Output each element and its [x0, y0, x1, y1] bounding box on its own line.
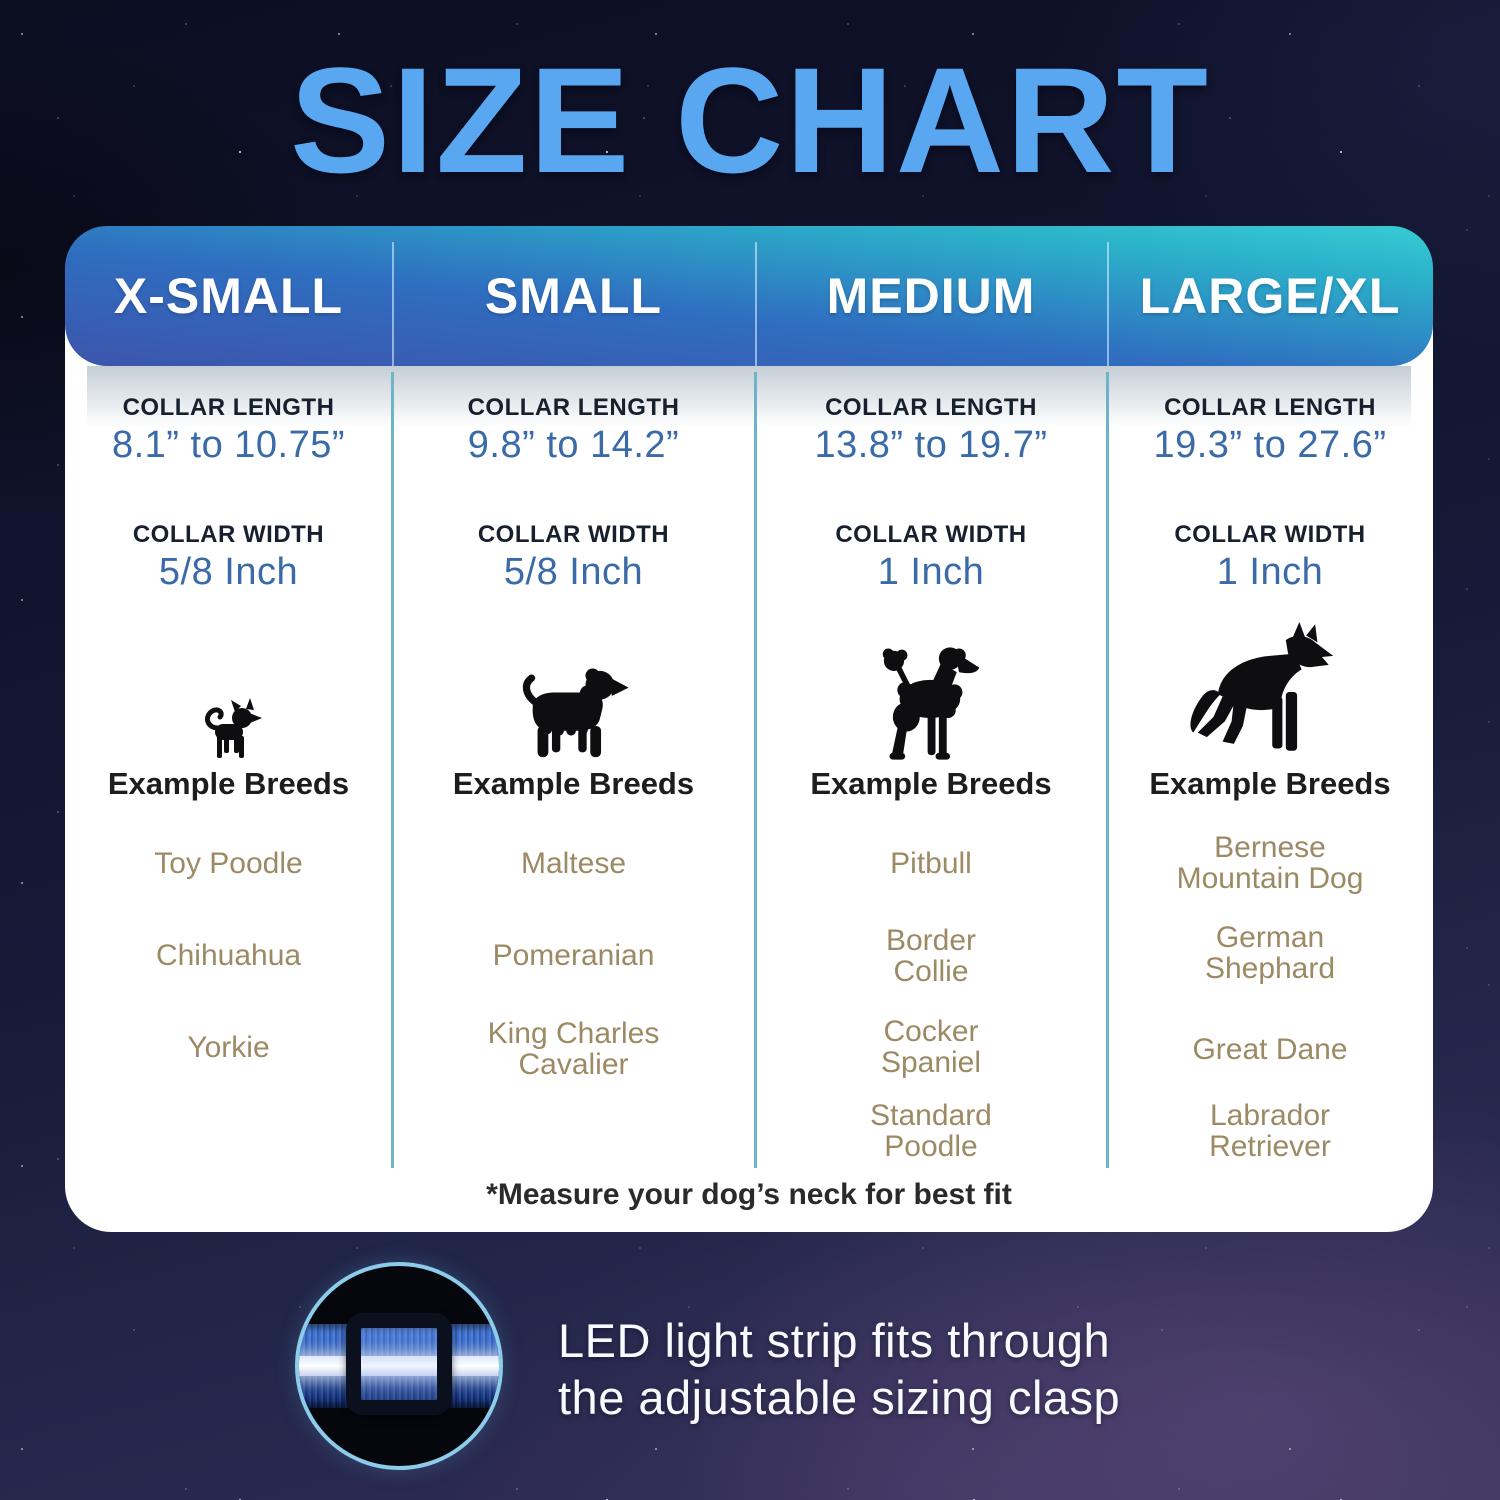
header-divider [392, 242, 394, 366]
column-x-small: COLLAR LENGTH 8.1” to 10.75” COLLAR WIDT… [65, 226, 392, 1232]
column-divider [1106, 372, 1109, 1168]
collar-width-value: 5/8 Inch [158, 551, 299, 593]
size-chart-card: X-SMALL SMALL MEDIUM LARGE/XL COLLAR LEN… [65, 226, 1433, 1232]
sizing-clasp [346, 1313, 452, 1415]
breed-item: Toy Poodle [154, 847, 303, 880]
german-shepherd-silhouette-icon [1190, 622, 1334, 751]
collar-length-value: 8.1” to 10.75” [111, 424, 346, 466]
column-small: COLLAR LENGTH 9.8” to 14.2” COLLAR WIDTH… [392, 226, 755, 1232]
page-title: SIZE CHART [290, 36, 1210, 204]
header-divider [1107, 242, 1109, 366]
collar-length-label: COLLAR LENGTH [825, 394, 1037, 421]
poodle-silhouette-icon [882, 647, 980, 760]
breed-item: Yorkie [187, 1031, 270, 1064]
example-breeds-label: Example Breeds [810, 766, 1052, 801]
collar-length-label: COLLAR LENGTH [467, 394, 680, 421]
breed-item: Pomeranian [492, 939, 655, 972]
led-caption: LED light strip fits through the adjusta… [558, 1312, 1120, 1426]
led-caption-line2: the adjustable sizing clasp [558, 1371, 1121, 1424]
column-header-x-small: X-SMALL [113, 268, 344, 324]
dog-size-illustration [392, 596, 755, 762]
breed-item: Great Dane [1192, 1033, 1348, 1066]
breed-item: Labrador Retriever [1209, 1099, 1331, 1163]
collar-length-value: 19.3” to 27.6” [1153, 424, 1387, 466]
collar-length-value: 13.8” to 19.7” [814, 424, 1048, 466]
collar-width-label: COLLAR WIDTH [1174, 521, 1366, 548]
column-header-medium: MEDIUM [826, 268, 1036, 324]
header-shadow [87, 366, 1411, 428]
breed-item: Border Collie [885, 924, 977, 988]
breed-item: Bernese Mountain Dog [1176, 831, 1364, 895]
collar-length-value: 9.8” to 14.2” [467, 424, 680, 466]
column-divider [391, 372, 394, 1168]
collar-width-value: 5/8 Inch [503, 551, 644, 593]
collar-clasp-photo [295, 1262, 503, 1470]
column-header-large-xl: LARGE/XL [1139, 268, 1401, 324]
breed-item: Pitbull [890, 847, 972, 880]
measure-footnote: *Measure your dog’s neck for best fit [486, 1178, 1012, 1211]
column-large-xl: COLLAR LENGTH 19.3” to 27.6” COLLAR WIDT… [1107, 226, 1433, 1232]
breed-item: Cocker Spaniel [880, 1015, 982, 1079]
collar-length-label: COLLAR LENGTH [122, 394, 335, 421]
breed-item: King Charles Cavalier [487, 1017, 660, 1081]
led-caption-line1: LED light strip fits through [558, 1314, 1111, 1367]
header-divider [755, 242, 757, 366]
dog-size-illustration [755, 596, 1107, 762]
collar-width-label: COLLAR WIDTH [132, 521, 325, 548]
cavalier-spaniel-silhouette-icon [522, 668, 629, 758]
chihuahua-silhouette-icon [204, 698, 262, 758]
collar-length-label: COLLAR LENGTH [1164, 394, 1376, 421]
size-chart-header: X-SMALL SMALL MEDIUM LARGE/XL [65, 226, 1433, 366]
breed-item: Maltese [520, 847, 627, 880]
breed-item: Chihuahua [155, 939, 302, 972]
breed-item: German Shephard [1204, 921, 1336, 985]
collar-width-label: COLLAR WIDTH [477, 521, 670, 548]
breed-item: Standard Poodle [870, 1099, 992, 1163]
example-breeds-label: Example Breeds [1149, 766, 1391, 801]
example-breeds-label: Example Breeds [107, 766, 350, 801]
dog-size-illustration [65, 596, 392, 762]
column-divider [754, 372, 757, 1168]
column-medium: COLLAR LENGTH 13.8” to 19.7” COLLAR WIDT… [755, 226, 1107, 1232]
collar-width-value: 1 Inch [1216, 551, 1324, 593]
collar-width-value: 1 Inch [877, 551, 985, 593]
collar-width-label: COLLAR WIDTH [835, 521, 1027, 548]
example-breeds-label: Example Breeds [452, 766, 695, 801]
column-header-small: SMALL [484, 268, 663, 324]
dog-size-illustration [1107, 596, 1433, 762]
